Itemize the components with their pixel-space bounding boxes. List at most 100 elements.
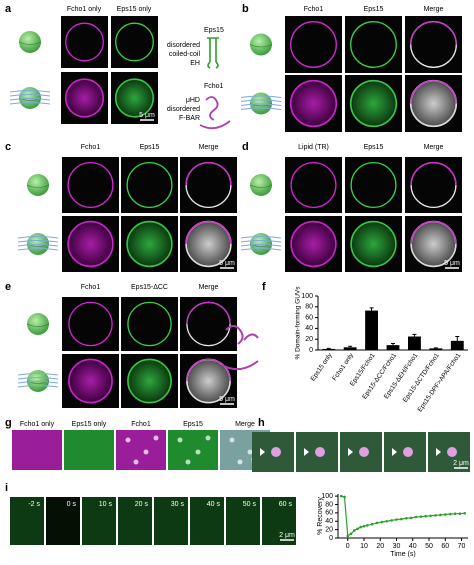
point [424, 514, 428, 518]
guv-icon-line [26, 323, 50, 327]
arrowhead [392, 448, 397, 456]
panel-label: f [262, 281, 266, 293]
point [443, 513, 447, 516]
column-header: Merge [235, 421, 255, 428]
micrograph [12, 430, 62, 470]
domain [153, 435, 159, 441]
y-axis-label: % Domain-forming GUVs [295, 286, 302, 360]
scale-label: 2 μm [279, 532, 295, 539]
bar [386, 345, 400, 350]
micrograph [345, 157, 402, 213]
column-header: Fcho1 [81, 144, 101, 151]
column-header: Eps15 [364, 6, 384, 13]
y-tick-label: 100 [301, 293, 313, 300]
column-header: Eps15 [183, 421, 203, 428]
error-bar [326, 347, 331, 349]
column-header: Fcho1 [304, 6, 324, 13]
scale-label: 5 μm [219, 396, 235, 403]
guv-icon [27, 313, 49, 335]
tether [17, 244, 59, 247]
x-tick-label: Eps15-DPF>APA/Fcho1 [417, 352, 463, 413]
complex-glyph [221, 325, 259, 371]
frame-time: 60 s [279, 501, 293, 508]
error-bar [369, 307, 374, 311]
guv [290, 220, 337, 268]
error-bar [348, 345, 353, 348]
guv-icon-line [18, 41, 42, 45]
tether [9, 94, 51, 97]
point [343, 495, 346, 499]
micrograph [10, 497, 44, 545]
column-header: Fcho1 only [20, 421, 55, 428]
frame-time: 20 s [135, 501, 149, 508]
point [375, 521, 379, 525]
guv-icon [27, 174, 49, 196]
y-axis-label: % Recovery [317, 497, 324, 535]
guv-overlay [185, 162, 232, 186]
micrograph [46, 497, 80, 545]
tether [9, 98, 51, 101]
bar [408, 336, 421, 350]
guv-icon [19, 31, 41, 53]
point [365, 524, 369, 527]
tether [240, 248, 282, 251]
point [359, 525, 363, 529]
column-header: Fcho1 only [67, 6, 102, 13]
domain [185, 459, 191, 465]
column-header: Fcho1 [81, 284, 101, 291]
point [395, 518, 398, 521]
column-header: Merge [199, 284, 219, 291]
guv [67, 220, 114, 268]
domain [205, 435, 211, 441]
point [400, 517, 403, 521]
domain [143, 449, 149, 455]
guv [115, 22, 154, 62]
domain [247, 449, 253, 455]
guv [127, 358, 172, 404]
y-tick-label: 20 [325, 526, 333, 533]
error-bar [412, 333, 417, 337]
micrograph [190, 497, 224, 545]
column-header: Eps15 [364, 144, 384, 151]
tether [17, 248, 59, 251]
x-tick-label: 50 [425, 543, 433, 550]
tether [9, 102, 51, 105]
y-tick-label: 40 [325, 518, 333, 525]
scale-label: 5 μm [139, 112, 155, 119]
point [434, 514, 437, 517]
point [463, 511, 467, 515]
point [370, 522, 374, 526]
domain-label: coiled-coil [169, 51, 201, 58]
x-tick-label: 0 [346, 543, 350, 550]
bar [322, 348, 336, 350]
frame-time: 50 s [243, 501, 257, 508]
micrograph [226, 497, 260, 545]
bar [365, 310, 378, 350]
micrograph [180, 297, 237, 351]
bar [450, 340, 464, 350]
scale-label: 5 μm [219, 260, 235, 267]
domain [133, 459, 139, 465]
micrograph [111, 16, 158, 68]
y-tick-label: 80 [325, 501, 333, 508]
column-header: Eps15 only [117, 6, 152, 13]
micrograph [168, 430, 218, 470]
guv-icon [250, 33, 272, 56]
column-header: Eps15 only [72, 421, 107, 428]
micrograph [154, 497, 188, 545]
domain [447, 447, 457, 457]
point [429, 514, 432, 518]
panel-label: i [5, 482, 8, 494]
guv-overlay [410, 80, 457, 104]
protein-name: Eps15 [204, 27, 224, 34]
guv [290, 21, 337, 68]
guv [68, 358, 113, 404]
point [362, 524, 366, 528]
guv [350, 161, 397, 209]
tether [240, 244, 282, 247]
micrograph [345, 16, 402, 73]
point [390, 519, 393, 522]
guv-overlay [186, 358, 231, 382]
column-header: Merge [424, 144, 444, 151]
micrograph [180, 157, 237, 213]
